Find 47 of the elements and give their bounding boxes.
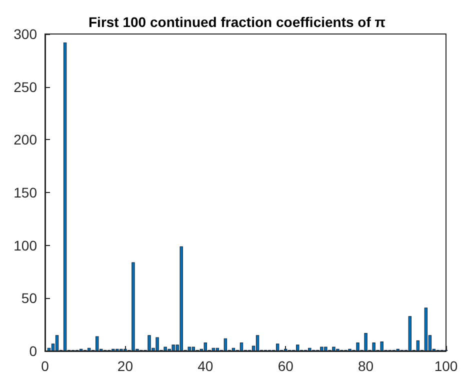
bar [148, 335, 151, 351]
y-tick-label: 300 [14, 26, 38, 42]
bar [156, 337, 159, 351]
bar [372, 342, 376, 351]
x-tick-label: 60 [278, 358, 294, 374]
bar [416, 340, 420, 351]
bar [224, 338, 228, 351]
bar [408, 316, 412, 351]
bar [216, 348, 220, 351]
bar [63, 42, 67, 351]
bar [204, 342, 207, 351]
bar [356, 342, 360, 351]
bar [96, 336, 99, 351]
bar [296, 344, 300, 351]
bar [192, 346, 195, 351]
bar [308, 348, 312, 351]
y-tick-label: 200 [14, 132, 38, 148]
y-tick-label: 250 [14, 78, 38, 95]
bar [232, 348, 236, 351]
bar [324, 346, 328, 351]
bar [320, 346, 324, 351]
y-tick-label: 150 [14, 184, 38, 200]
bar [132, 262, 135, 351]
bar [276, 344, 280, 351]
y-tick-label: 50 [21, 290, 38, 306]
x-tick-label: 80 [358, 358, 374, 374]
bar [47, 348, 51, 351]
x-tick-label: 100 [434, 358, 458, 374]
chart-title: First 100 continued fraction coefficients of π [88, 14, 386, 30]
x-tick-label: 20 [117, 358, 134, 374]
bar [380, 341, 384, 351]
bar [172, 344, 175, 351]
y-tick-label: 0 [29, 343, 38, 359]
y-tick-label: 100 [14, 237, 38, 254]
bar [424, 308, 428, 351]
bar [240, 342, 244, 351]
bar [180, 246, 183, 351]
bar [364, 333, 368, 351]
x-tick-label: 40 [198, 358, 214, 374]
bar [55, 335, 59, 351]
bar [88, 348, 91, 351]
bar [188, 346, 191, 351]
bar [332, 346, 336, 351]
bar [212, 348, 216, 351]
bar [164, 346, 167, 351]
x-tick-label: 0 [41, 358, 50, 374]
bar [256, 335, 260, 351]
